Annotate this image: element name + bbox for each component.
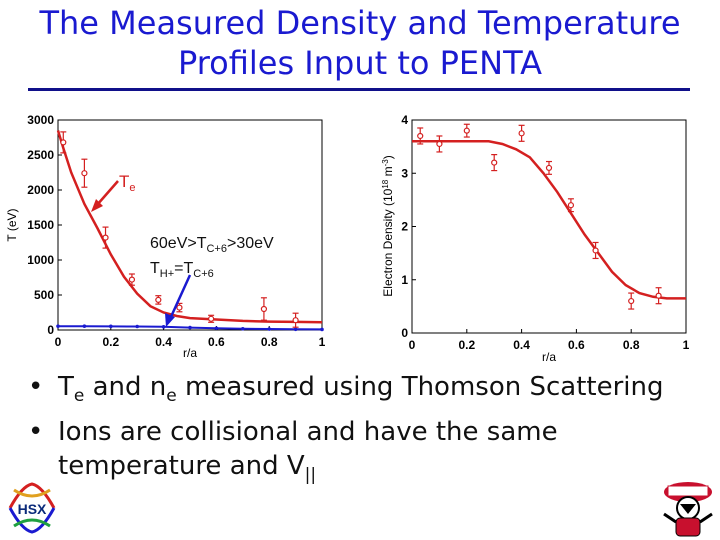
plot-frame (411, 119, 687, 334)
data-point (567, 198, 575, 213)
y-axis-label: T (eV) (5, 208, 19, 241)
badger-mascot-logo (663, 482, 713, 537)
title-underline (28, 88, 690, 91)
y-tick-label: 2 (401, 220, 408, 234)
y-tick-label: 500 (34, 288, 54, 302)
data-point (655, 287, 662, 305)
data-point (60, 131, 67, 154)
y-tick-label: 0 (401, 326, 408, 340)
data-point (463, 123, 470, 138)
bullet-dot: • (28, 372, 44, 402)
data-point (155, 295, 162, 305)
series-marker (135, 324, 139, 329)
series-line (56, 130, 323, 324)
data-point (260, 297, 268, 321)
x-tick-label: 0.8 (261, 335, 278, 349)
slide-title-line1: The Measured Density and Temperature (39, 4, 681, 42)
bullet-dot: • (28, 417, 44, 447)
y-tick-label: 1000 (27, 253, 54, 267)
ion-range-annotation: 60eV>TC+6>30eV (150, 235, 274, 255)
data-point (592, 241, 599, 260)
y-tick-label: 3000 (27, 113, 54, 127)
data-point (128, 273, 136, 286)
y-axis-label: Electron Density (1018 m-3) (381, 155, 395, 296)
series-marker (293, 327, 298, 332)
x-tick-label: 1 (683, 338, 690, 352)
series-marker (56, 324, 60, 328)
slide-title-line2: Profiles Input to PENTA (177, 44, 543, 82)
y-tick-label: 1500 (27, 218, 54, 232)
data-point (417, 127, 424, 145)
density-chart: 0 0.2 0.4 0.6 0.8 1 0 1 2 3 4 r/a Electron Density… (381, 113, 690, 364)
temperature-chart: 0 0.2 0.4 0.6 0.8 1 0 500 1000 1500 2000 2500 3000 r… (5, 113, 326, 360)
x-tick-label: 0.2 (102, 335, 119, 349)
x-tick-label: 0 (55, 335, 62, 349)
x-tick-label: 0.8 (623, 338, 640, 352)
x-tick-label: 0.4 (513, 338, 530, 352)
series-line (412, 140, 686, 300)
y-tick-label: 3 (401, 166, 408, 180)
data-point (102, 226, 109, 249)
data-point (518, 124, 525, 142)
data-point (176, 302, 183, 313)
y-tick-label: 2500 (27, 148, 54, 162)
series-marker (267, 327, 272, 331)
x-tick-label: 0 (409, 338, 416, 352)
x-tick-label: 0.2 (458, 338, 475, 352)
series-marker (188, 325, 192, 330)
x-tick-label: 0.6 (208, 335, 225, 349)
te-annotation: Te (119, 172, 136, 194)
data-point (545, 160, 553, 175)
bullet-item: • Te and ne measured using Thomson Scatt… (28, 372, 664, 406)
series-marker (214, 326, 219, 331)
hsx-logo-text: HSX (18, 501, 47, 517)
x-tick-label: 1 (319, 335, 326, 349)
bullet-item: • Ions are collisional and have the same… (28, 417, 558, 485)
series-marker (109, 324, 113, 329)
series-marker (241, 326, 245, 331)
ion-arrow (168, 274, 192, 320)
data-point (491, 154, 498, 172)
y-tick-label: 4 (401, 113, 408, 127)
series-marker (161, 325, 166, 329)
x-tick-label: 0.6 (568, 338, 585, 352)
series-marker (320, 327, 324, 332)
data-point (436, 135, 443, 153)
hsx-logo: HSX (8, 482, 56, 534)
data-point (292, 312, 299, 328)
te-arrow-head (91, 199, 103, 212)
te-arrow (96, 180, 119, 206)
data-point (628, 292, 635, 310)
ion-arrow-head (165, 313, 175, 327)
y-tick-label: 0 (47, 323, 54, 337)
bullet-list: • Te and ne measured using Thomson Scatt… (28, 370, 708, 494)
plot-frame (57, 119, 323, 331)
x-axis-label: r/a (542, 350, 556, 364)
series-marker (82, 324, 87, 328)
data-point (81, 158, 88, 188)
x-axis-label: r/a (183, 346, 197, 360)
y-tick-label: 2000 (27, 183, 54, 197)
ion-equal-annotation: TH+=TC+6 (150, 260, 214, 280)
x-tick-label: 0.4 (155, 335, 172, 349)
data-point (208, 314, 215, 323)
y-tick-label: 1 (401, 273, 408, 287)
